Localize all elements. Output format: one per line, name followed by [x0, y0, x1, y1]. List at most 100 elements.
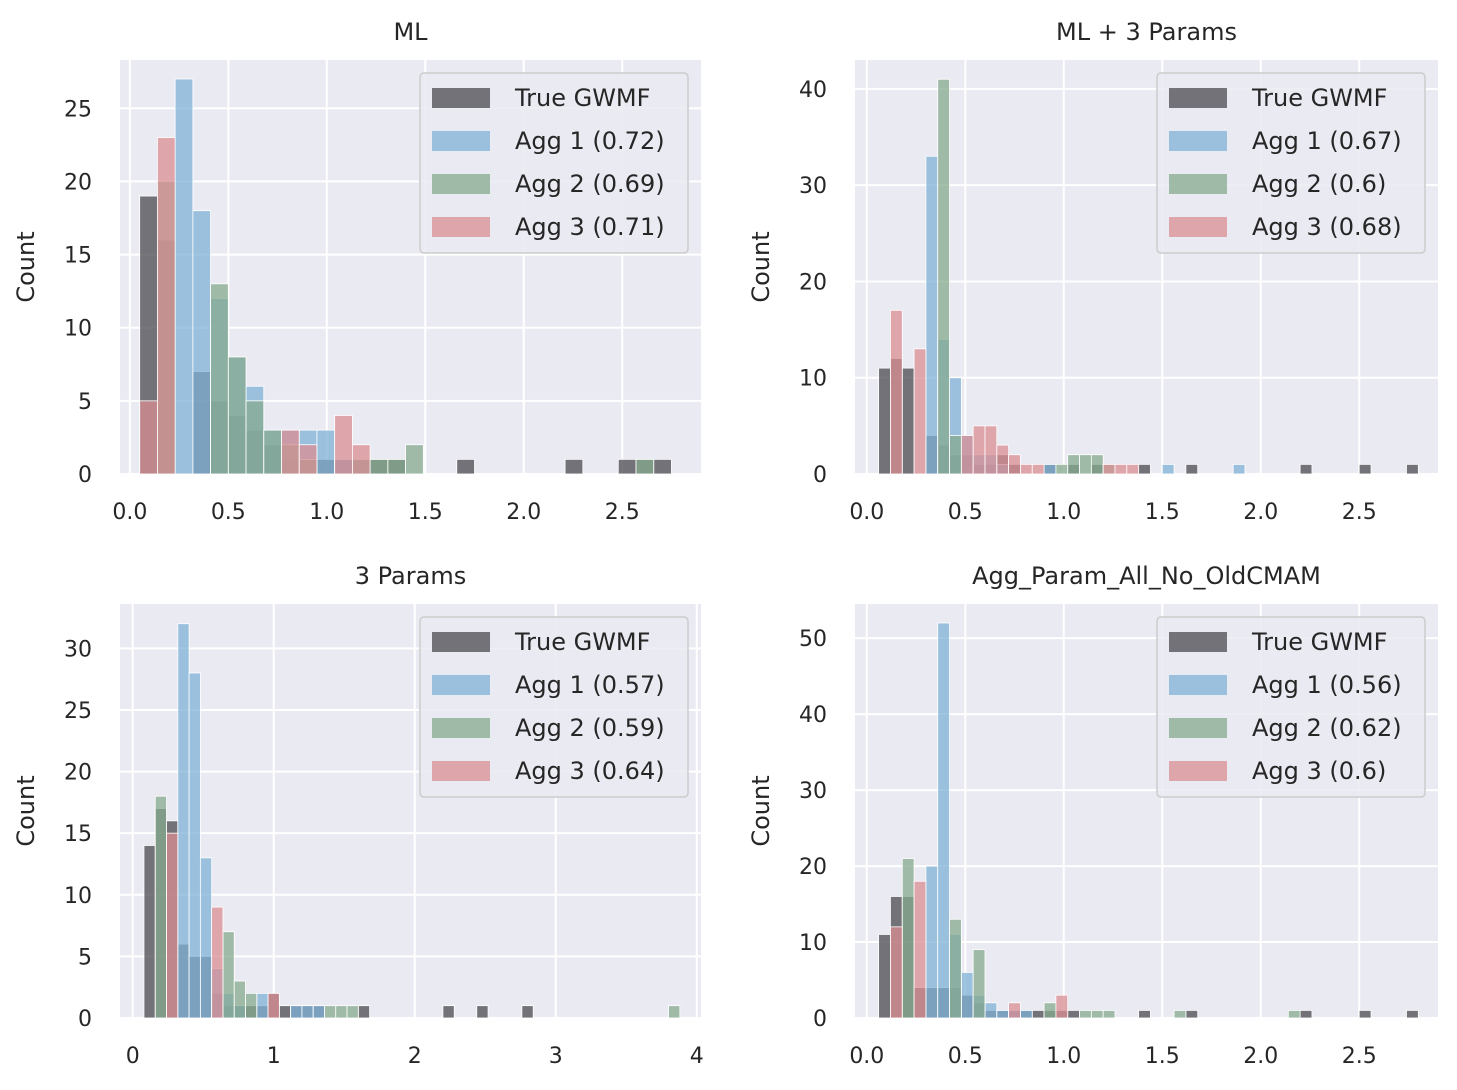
histogram-bar: [1055, 463, 1069, 475]
x-tick-label: 1.5: [1145, 500, 1180, 525]
x-tick-label: 2.5: [605, 500, 640, 525]
x-tick-label: 1.5: [408, 500, 443, 525]
histogram-bar: [1031, 1010, 1045, 1019]
histogram-bar: [925, 865, 939, 1019]
legend-label: Agg 2 (0.59): [515, 714, 665, 742]
y-axis-label: Count: [747, 231, 775, 302]
y-tick-label: 10: [64, 884, 92, 909]
histogram-bar: [1358, 463, 1372, 475]
histogram-bar: [1114, 463, 1128, 475]
histogram-bar: [1299, 463, 1313, 475]
series-agg-3: [166, 832, 280, 1019]
y-tick-label: 20: [799, 855, 827, 880]
histogram-bar: [334, 415, 353, 475]
histogram-bar: [635, 458, 655, 475]
histogram-bar: [925, 155, 939, 475]
y-axis-label: Count: [12, 775, 40, 846]
histogram-bar: [210, 283, 229, 475]
histogram-bar: [1031, 463, 1045, 475]
y-tick-label: 0: [813, 1007, 827, 1032]
x-tick-label: 3: [549, 1044, 563, 1069]
histogram-bar: [298, 444, 318, 475]
series-agg-3: [890, 309, 1140, 475]
legend-label: Agg 1 (0.57): [515, 671, 665, 699]
histogram-bar: [960, 435, 974, 475]
y-tick-label: 25: [64, 699, 92, 724]
legend: True GWMF Agg 1 (0.57) Agg 2 (0.59) Agg 3 (…: [419, 616, 689, 798]
y-tick-label: 40: [799, 703, 827, 728]
histogram-bar: [1043, 1002, 1057, 1019]
x-tick-label: 0.0: [112, 500, 147, 525]
histogram-bar: [222, 931, 235, 1019]
histogram-bar: [1008, 1002, 1021, 1019]
legend-frame: [1156, 616, 1426, 798]
x-tick-label: 2.0: [1243, 500, 1278, 525]
legend-swatch-true-gwmf: [1169, 88, 1227, 108]
legend-frame: [419, 616, 689, 798]
legend-swatch-agg-1: [432, 131, 490, 151]
histogram-bar: [233, 980, 246, 1019]
panel-title: 3 Params: [355, 562, 466, 590]
histogram-bar: [1090, 1010, 1104, 1019]
histogram-bar: [1126, 463, 1140, 475]
legend-label: Agg 2 (0.62): [1252, 714, 1402, 742]
x-tick-label: 2.5: [1342, 1044, 1377, 1069]
histogram-bar: [1358, 1010, 1372, 1019]
y-tick-label: 25: [64, 97, 92, 122]
x-tick-label: 2.0: [1243, 1044, 1278, 1069]
panel-3: 0 1 2 3 4 0 5 10 15 20 25 30 Count 3 Params True GWMF A…: [12, 562, 704, 1069]
histogram-bar: [1138, 463, 1151, 475]
legend-label: Agg 3 (0.64): [515, 757, 665, 785]
histogram-bar: [521, 1005, 534, 1019]
histogram-bar: [290, 1005, 303, 1019]
x-tick-label: 0.0: [849, 500, 884, 525]
histogram-bar: [1079, 454, 1092, 475]
x-tick-label: 1.0: [309, 500, 344, 525]
x-tick-label: 2.5: [1342, 500, 1377, 525]
histogram-bar: [177, 623, 190, 1019]
legend-label: True GWMF: [514, 628, 650, 656]
histogram-bar: [996, 444, 1010, 475]
legend-label: Agg 3 (0.71): [515, 213, 665, 241]
histogram-bar: [312, 1005, 325, 1019]
y-tick-label: 0: [78, 463, 92, 488]
legend-label: True GWMF: [1251, 628, 1387, 656]
histogram-bar: [335, 1005, 348, 1019]
legend-swatch-true-gwmf: [432, 632, 490, 652]
legend-label: Agg 2 (0.6): [1252, 170, 1386, 198]
y-tick-label: 15: [64, 244, 92, 269]
histogram-bar: [263, 429, 282, 475]
histogram-bar: [192, 210, 211, 475]
legend: True GWMF Agg 1 (0.72) Agg 2 (0.69) Agg 3 (…: [419, 72, 689, 254]
histogram-bar: [949, 918, 962, 1019]
legend-swatch-agg-3: [432, 761, 490, 781]
histogram-bar: [901, 367, 915, 475]
histogram-bar: [174, 78, 194, 475]
histogram-bar: [1008, 454, 1021, 475]
series-agg-3: [139, 137, 371, 475]
histogram-bar: [245, 400, 265, 475]
panel-title: ML: [393, 18, 428, 46]
histogram-bar: [913, 348, 927, 475]
panel-1: 0.0 0.5 1.0 1.5 2.0 2.5 0 5 10 15 20 25 Count ML True …: [12, 18, 701, 525]
legend-swatch-agg-2: [432, 718, 490, 738]
histogram-bar: [1102, 1010, 1116, 1019]
series-agg-3: [890, 880, 1069, 1019]
series-agg-2: [154, 795, 681, 1019]
histogram-bar: [617, 458, 637, 475]
x-tick-label: 0.5: [948, 1044, 983, 1069]
legend-frame: [419, 72, 689, 254]
y-tick-label: 20: [64, 170, 92, 195]
histogram-bar: [1185, 463, 1199, 475]
histogram-bar: [1185, 1010, 1199, 1019]
legend-swatch-agg-3: [1169, 217, 1227, 237]
legend-frame: [1156, 72, 1426, 254]
histogram-bar: [984, 425, 998, 475]
legend-swatch-true-gwmf: [1169, 632, 1227, 652]
histogram-bar: [405, 444, 424, 475]
histogram-bar: [278, 1005, 292, 1019]
histogram-bar: [937, 622, 950, 1019]
series-agg-2: [901, 858, 1301, 1019]
histogram-bar: [1173, 1010, 1187, 1019]
y-tick-label: 50: [799, 627, 827, 652]
